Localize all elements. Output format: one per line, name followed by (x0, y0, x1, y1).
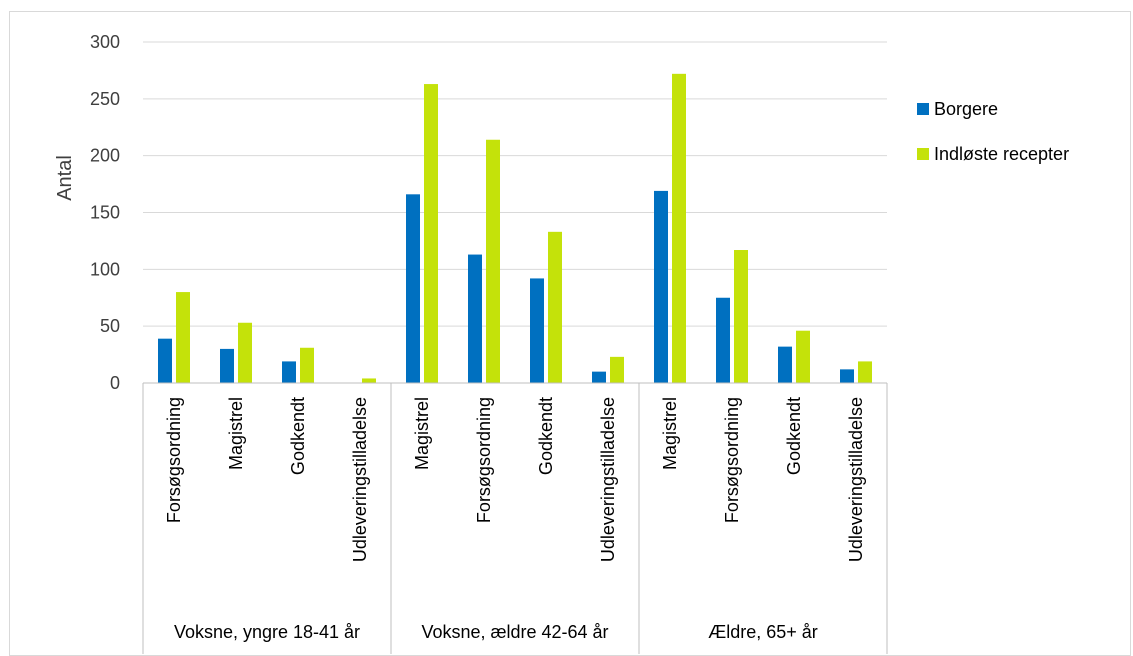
x-axis: Forsøgsordning Magistrel Godkendt Udleverin… (142, 382, 888, 654)
y-tick-label: 300 (90, 32, 120, 52)
y-tick-label: 200 (90, 146, 120, 166)
bar-borgere (282, 361, 296, 383)
x-tick-label: Forsøgsordning (164, 397, 184, 523)
group-label: Voksne, ældre 42-64 år (421, 622, 608, 642)
x-tick-label: Udleveringstilladelse (598, 397, 618, 562)
bar-borgere (468, 254, 482, 383)
y-axis-title: Antal (54, 155, 76, 201)
y-tick-label: 0 (110, 373, 120, 393)
bar-indloeste-recepter (858, 361, 872, 383)
legend-swatch (917, 148, 929, 160)
bar-indloeste-recepter (300, 347, 314, 383)
group-label: Voksne, yngre 18-41 år (174, 622, 360, 642)
bar-borgere (654, 190, 668, 383)
x-tick-label: Godkendt (288, 397, 308, 475)
bar-borgere (530, 278, 544, 383)
bar-indloeste-recepter (486, 139, 500, 383)
bars (158, 73, 872, 384)
bar-indloeste-recepter (734, 250, 748, 383)
x-tick-label: Magistrel (226, 397, 246, 470)
bar-borgere (716, 297, 730, 383)
y-tick-label: 100 (90, 259, 120, 279)
bar-indloeste-recepter (238, 322, 252, 383)
y-axis-ticks: 0 50 100 150 200 250 300 (90, 32, 120, 393)
x-tick-label: Magistrel (660, 397, 680, 470)
x-tick-label: Forsøgsordning (474, 397, 494, 523)
x-tick-label: Godkendt (536, 397, 556, 475)
x-tick-label: Forsøgsordning (722, 397, 742, 523)
bar-indloeste-recepter (610, 356, 624, 383)
bar-borgere (158, 338, 172, 383)
x-tick-label: Udleveringstilladelse (846, 397, 866, 562)
y-tick-label: 50 (100, 316, 120, 336)
legend-label: Borgere (934, 99, 998, 119)
bar-indloeste-recepter (176, 292, 190, 383)
legend-swatch (917, 103, 929, 115)
x-tick-label: Godkendt (784, 397, 804, 475)
legend-label: Indløste recepter (934, 144, 1069, 164)
bar-borgere (406, 194, 420, 383)
bar-borgere (778, 346, 792, 383)
bar-indloeste-recepter (548, 231, 562, 383)
bar-indloeste-recepter (672, 73, 686, 384)
gridlines (143, 41, 887, 327)
x-tick-label: Udleveringstilladelse (350, 397, 370, 562)
chart-frame (9, 11, 1131, 656)
bar-indloeste-recepter (362, 378, 376, 383)
bar-borgere (592, 371, 606, 383)
bar-indloeste-recepter (424, 84, 438, 383)
y-tick-label: 250 (90, 89, 120, 109)
y-tick-label: 150 (90, 203, 120, 223)
bar-indloeste-recepter (796, 330, 810, 383)
bar-borgere (220, 348, 234, 383)
legend: Borgere Indløste recepter (917, 99, 1069, 164)
bar-borgere (840, 369, 854, 383)
x-tick-label: Magistrel (412, 397, 432, 470)
group-label: Ældre, 65+ år (708, 622, 818, 642)
